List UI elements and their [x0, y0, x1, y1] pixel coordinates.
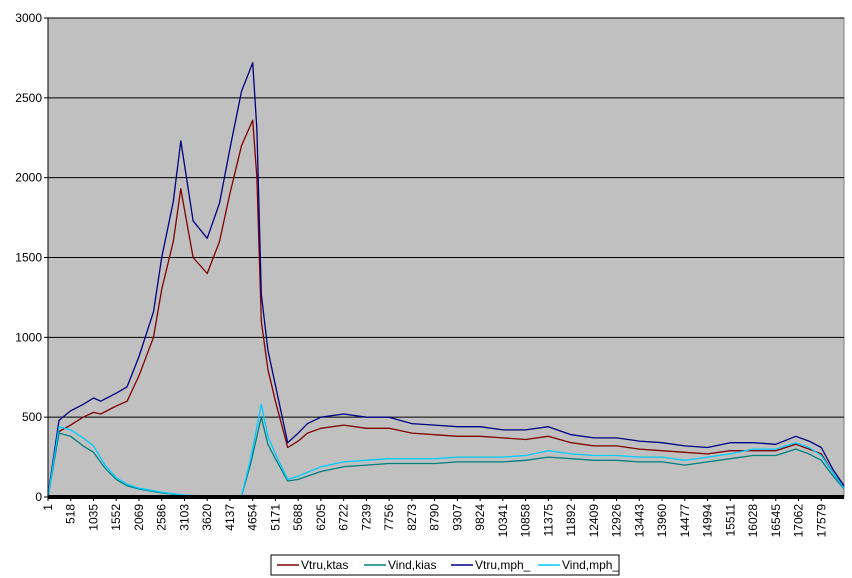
x-tick-label: 1035 [87, 504, 101, 531]
x-tick-label: 3620 [200, 504, 214, 531]
x-tick-label: 1 [41, 504, 55, 511]
x-tick-label: 6205 [314, 504, 328, 531]
x-tick-label: 12926 [610, 504, 624, 538]
x-tick-label: 9307 [450, 504, 464, 531]
y-tick-label: 2500 [15, 91, 42, 105]
series-layer [47, 62, 845, 498]
x-tick-label: 8790 [428, 504, 442, 531]
y-tick-label: 2000 [15, 171, 42, 185]
x-tick-label: 9824 [473, 504, 487, 531]
x-tick-label: 14477 [678, 504, 692, 538]
series-line-2 [47, 416, 845, 498]
legend-label: Vtru,ktas [301, 558, 348, 572]
x-axis [48, 495, 844, 499]
legend-label: Vind,kias [388, 558, 436, 572]
x-tick-label: 16028 [746, 504, 760, 538]
x-tick-label: 17062 [792, 504, 806, 538]
x-tick-label: 4654 [246, 504, 260, 531]
x-tick-label: 15511 [723, 504, 737, 537]
x-tick-label: 13960 [655, 504, 669, 538]
x-tick-label: 3103 [178, 504, 192, 531]
x-tick-label: 5171 [268, 504, 282, 531]
legend-box [270, 554, 620, 576]
x-tick-label: 13443 [632, 504, 646, 538]
x-tick-label: 518 [64, 504, 78, 524]
y-tick-label: 1500 [15, 251, 42, 265]
x-tick-label: 17579 [814, 504, 828, 538]
x-tick-label: 2069 [132, 504, 146, 531]
x-tick-label: 14994 [701, 504, 715, 538]
y-tick-label: 500 [22, 410, 42, 424]
legend: Vtru,ktas Vind,kias Vtru,mph_ Vind,mph_ [270, 554, 620, 576]
y-tick-label: 3000 [15, 11, 42, 25]
x-tick-label: 7756 [382, 504, 396, 531]
series-line-3 [47, 62, 845, 496]
x-tick-label: 5688 [291, 504, 305, 531]
y-tick-labels: 0 500 1000 1500 2000 2500 3000 [15, 11, 42, 504]
legend-label: Vtru,mph_ [475, 558, 531, 572]
x-tick-label: 12409 [587, 504, 601, 538]
x-tick-label: 8273 [405, 504, 419, 531]
x-tick-label: 4137 [223, 504, 237, 531]
x-tick-label: 10858 [519, 504, 533, 538]
gridlines [48, 17, 844, 418]
x-tick-label: 16545 [769, 504, 783, 538]
series-line-4 [47, 403, 845, 498]
y-tick-label: 1000 [15, 330, 42, 344]
y-tick-label: 0 [35, 490, 42, 504]
x-tick-labels: 1 518 1035 1552 2069 2586 3103 3620 4137 4654 5171… [41, 504, 828, 538]
x-tick-label: 7239 [359, 504, 373, 531]
x-tick-label: 11375 [541, 504, 555, 537]
axes [44, 17, 844, 501]
x-tick-label: 10341 [496, 504, 510, 538]
legend-label: Vind,mph_ [562, 558, 619, 572]
x-tick-label: 2586 [155, 504, 169, 531]
x-tick-label: 1552 [109, 504, 123, 531]
x-tick-label: 6722 [337, 504, 351, 531]
x-tick-label: 11892 [564, 504, 578, 537]
series-line-1 [47, 119, 845, 496]
